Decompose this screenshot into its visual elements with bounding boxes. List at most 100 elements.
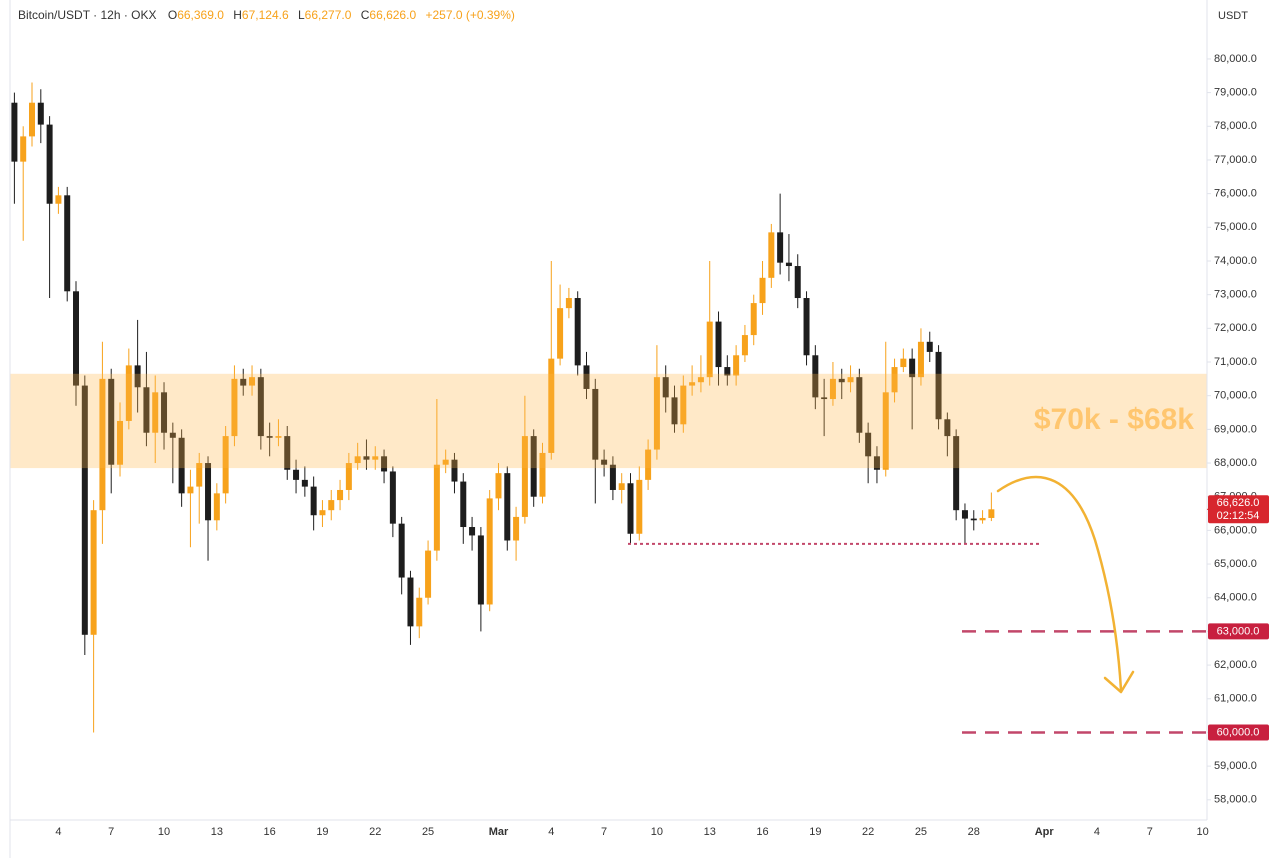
candle-body [944, 419, 951, 437]
candle-body [161, 392, 168, 433]
candle-body [117, 420, 124, 465]
candle-body [328, 500, 335, 511]
candle-body [46, 124, 53, 204]
x-tick-label: 16 [756, 826, 768, 838]
ohlc-key: H [233, 8, 242, 22]
candle-body [389, 471, 396, 524]
candle-body [697, 377, 704, 383]
candle-body [935, 351, 942, 420]
price-tag-label: 60,000.0 [1217, 726, 1260, 738]
y-tick-label: 58,000.0 [1214, 794, 1257, 806]
y-tick-label: 70,000.0 [1214, 390, 1257, 402]
candle-body [284, 436, 291, 470]
x-tick-label: 4 [548, 826, 554, 838]
candle-body [363, 456, 370, 460]
candle-body [495, 473, 502, 499]
price-tag [1208, 623, 1269, 640]
symbol: Bitcoin/USDT · 12h · OKX [18, 8, 157, 22]
projection-arrow [996, 475, 1123, 692]
candle-body [205, 463, 212, 521]
candle-body [865, 432, 872, 457]
candle-body [574, 298, 581, 366]
candle-body [469, 527, 476, 536]
candle-body [645, 449, 652, 480]
candle-body [99, 378, 106, 511]
x-tick-label: 7 [108, 826, 114, 838]
x-tick-label: 25 [422, 826, 434, 838]
candle-body [152, 392, 159, 433]
y-tick-label: 69,000.0 [1214, 423, 1257, 435]
y-tick-label: 74,000.0 [1214, 255, 1257, 267]
candle-body [970, 518, 977, 521]
countdown-label: 02:12:54 [1217, 510, 1260, 522]
candle-body [398, 523, 405, 578]
x-tick-label: 13 [704, 826, 716, 838]
candle-body [354, 456, 361, 464]
candle-body [803, 298, 810, 356]
candle-body [812, 355, 819, 398]
candle-body [583, 365, 590, 389]
candle-body [548, 358, 555, 453]
x-tick-label: Mar [489, 826, 509, 838]
x-tick-label: Apr [1035, 826, 1055, 838]
candle-body [653, 377, 660, 450]
candle-body [724, 367, 731, 376]
ohlc-value: 66,277.0 [305, 8, 352, 22]
ohlc-key: O [168, 8, 177, 22]
candle-body [715, 321, 722, 368]
candle-body [416, 597, 423, 627]
candle-body [293, 469, 300, 480]
candle-body [513, 516, 520, 541]
candle-body [143, 387, 150, 433]
candle-body [222, 436, 229, 494]
axis-unit: USDT [1218, 10, 1248, 22]
y-tick-label: 76,000.0 [1214, 188, 1257, 200]
candle-body [909, 358, 916, 378]
y-tick-label: 75,000.0 [1214, 221, 1257, 233]
change: +257.0 (+0.39%) [425, 8, 514, 22]
candle-body [372, 456, 379, 460]
candle-body [504, 473, 511, 541]
candle-body [926, 341, 933, 352]
candle-body [381, 456, 388, 472]
candle-body [768, 232, 775, 278]
candle-body [345, 463, 352, 490]
candle-body [662, 377, 669, 398]
ohlc-value: 67,124.6 [242, 8, 289, 22]
candle-body [433, 464, 440, 551]
x-tick-label: 16 [264, 826, 276, 838]
candle-body [187, 486, 194, 494]
candle-body [125, 365, 132, 421]
x-tick-label: 19 [809, 826, 821, 838]
candle-body [275, 436, 282, 438]
candle-body [750, 303, 757, 336]
candle-body [539, 452, 546, 497]
ohlc-key: C [361, 8, 370, 22]
candle-body [249, 377, 256, 386]
candle-body [442, 459, 449, 465]
candle-body [953, 436, 960, 511]
y-tick-label: 78,000.0 [1214, 120, 1257, 132]
last-price-tag [1208, 495, 1269, 524]
zone [10, 373, 1207, 469]
candle-body [988, 509, 995, 518]
candle-body [337, 489, 344, 501]
candle-body [37, 102, 44, 125]
candle-body [759, 277, 766, 304]
candle-body [979, 517, 986, 521]
x-tick-label: 13 [211, 826, 223, 838]
candle-body [460, 481, 467, 528]
x-tick-label: 28 [968, 826, 980, 838]
ohlc-value: 66,626.0 [369, 8, 416, 22]
candle-body [671, 397, 678, 425]
candle-body [196, 463, 203, 487]
candle-body [741, 335, 748, 356]
candle-body [310, 486, 317, 516]
candle-body [706, 321, 713, 378]
y-tick-label: 71,000.0 [1214, 356, 1257, 368]
x-tick-label: 4 [1094, 826, 1100, 838]
candle-body [81, 385, 88, 635]
candle-body [917, 341, 924, 378]
